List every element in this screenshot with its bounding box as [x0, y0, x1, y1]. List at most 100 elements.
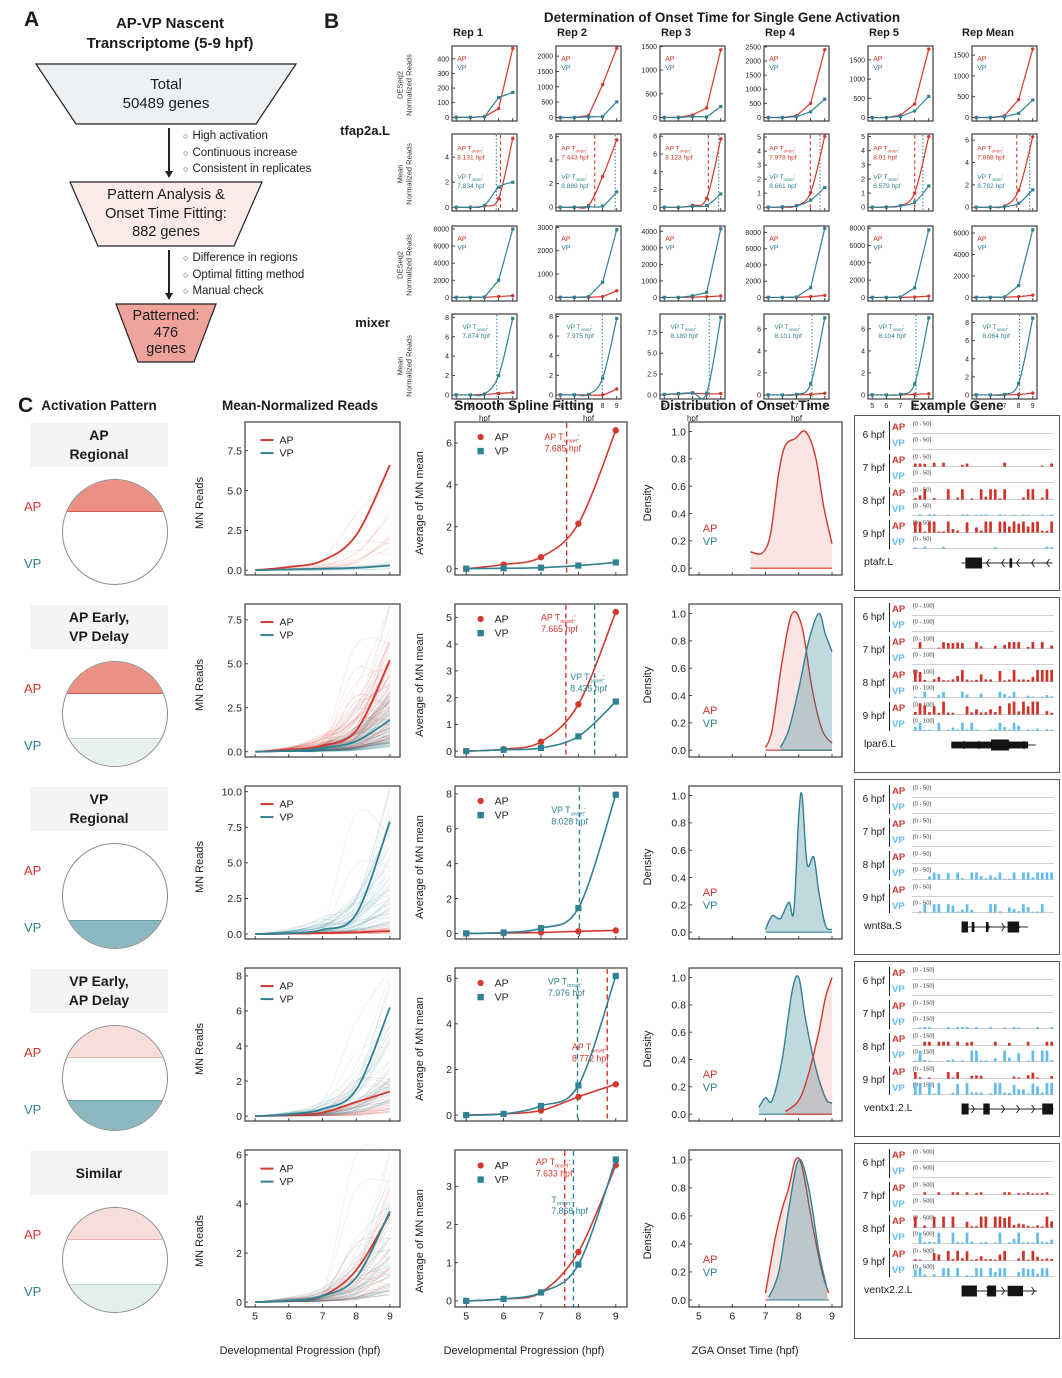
svg-text:6: 6 [572, 403, 576, 410]
svg-text:2: 2 [757, 370, 761, 377]
coverage-track: VP [0 - 50] [892, 833, 1056, 848]
svg-text:8000: 8000 [745, 230, 761, 237]
svg-text:[0 - 50]: [0 - 50] [913, 852, 931, 858]
circle-bottom-cap [63, 1099, 167, 1130]
plot-row: DESeq2 Normalized Reads 0 100 200 300 400 AP VP 0… [392, 41, 1042, 129]
rep-header: Rep 2 [557, 27, 587, 39]
rep-header: Rep 5 [869, 27, 899, 39]
rep-header: Rep 1 [453, 27, 483, 39]
svg-text:0: 0 [549, 392, 553, 399]
svg-text:7: 7 [763, 1311, 769, 1323]
svg-text:7.834 hpf: 7.834 hpf [457, 183, 485, 190]
svg-text:[0 - 500]: [0 - 500] [913, 1232, 935, 1238]
svg-text:3000: 3000 [641, 245, 657, 252]
coverage-track-svg: [0 - 150] [912, 1001, 1054, 1014]
gene-name: tfap2a.L [340, 122, 390, 138]
coverage-track-svg: [0 - 50] [912, 438, 1054, 451]
pattern-label: VP Regional [30, 787, 168, 831]
svg-text:AP Tonset:: AP Tonset: [541, 612, 576, 624]
svg-text:VP: VP [495, 445, 509, 457]
svg-text:1500: 1500 [745, 73, 761, 80]
svg-text:6: 6 [676, 403, 680, 410]
y-axis-label: MN Reads [193, 1215, 206, 1267]
timepoint-label: 8 hpf [862, 1042, 885, 1053]
coverage-track: VP [0 - 100] [892, 618, 1056, 633]
bullet-icon: ○ [183, 147, 189, 158]
filter-step-1: ○ High activation ○ Continuous increase ○ C… [162, 128, 318, 179]
svg-text:8: 8 [575, 1311, 581, 1323]
svg-text:6000: 6000 [953, 230, 969, 237]
svg-text:9: 9 [829, 1311, 835, 1323]
track-label-ap: AP [892, 1183, 906, 1194]
svg-text:2000: 2000 [745, 279, 761, 286]
svg-text:AP Tonset:: AP Tonset: [536, 1157, 571, 1169]
svg-text:7.633 hpf: 7.633 hpf [536, 1168, 573, 1178]
svg-text:[0 - 50]: [0 - 50] [913, 885, 931, 891]
list-item: ○ Continuous increase [183, 145, 311, 162]
svg-text:[0 - 500]: [0 - 500] [913, 1166, 935, 1172]
y-axis-label: Average of MN mean [413, 1189, 426, 1293]
svg-text:AP: AP [703, 523, 718, 535]
bullet-icon: ○ [183, 131, 189, 141]
coverage-track: AP [0 - 50] [892, 817, 1056, 832]
gene-model-row: wnt8a.S [858, 916, 1056, 936]
panel-a-label: A [24, 8, 40, 31]
timepoint-label: 7 hpf [862, 1191, 885, 1202]
timepoint-bracket [888, 636, 890, 665]
svg-text:2500: 2500 [745, 44, 761, 51]
svg-text:0.8: 0.8 [671, 818, 686, 830]
svg-text:3: 3 [446, 666, 452, 678]
pattern-row-4: VP Early, AP Delay AP VP MN Reads 0 2 4 6 8 AP VP A… [10, 961, 1062, 1137]
example-gene-box: 6 hpf AP [0 - 50] VP [0 - 50] 7 hpf AP [0 - 50]… [854, 779, 1060, 955]
coverage-track-svg: [0 - 50] [912, 819, 1054, 832]
svg-text:500: 500 [957, 94, 969, 101]
svg-text:hpf: hpf [583, 414, 595, 423]
svg-text:1.0: 1.0 [671, 608, 686, 620]
mn-reads-cell: MN Reads 0.0 2.5 5.0 7.5 10.0 AP VP [192, 779, 408, 955]
funnel-step-pattern-text: Pattern Analysis & Onset Time Fitting: 8… [105, 186, 227, 241]
column-header-activation-pattern: Activation Pattern [41, 398, 157, 413]
svg-text:8: 8 [445, 315, 449, 322]
svg-text:9: 9 [615, 403, 619, 410]
svg-text:AP: AP [457, 56, 467, 63]
timepoint-bracket [888, 785, 890, 814]
svg-text:1500: 1500 [641, 44, 657, 51]
svg-text:0: 0 [653, 205, 657, 212]
column-header-mean-normalized-reads: Mean-Normalized Reads [221, 398, 379, 413]
timepoint-bracket [888, 1149, 890, 1178]
svg-text:1000: 1000 [537, 84, 553, 91]
list-item: ○ Manual check [183, 283, 304, 300]
mixer-plot: 0 2000 4000 6000 AP VP [953, 225, 1038, 302]
track-label-vp: VP [892, 984, 905, 995]
svg-text:2: 2 [965, 182, 969, 189]
svg-text:VP: VP [280, 993, 294, 1005]
coverage-track: VP [0 - 50] [892, 436, 1056, 451]
track-label-ap: AP [892, 1001, 906, 1012]
svg-text:5: 5 [558, 403, 562, 410]
svg-text:0.6: 0.6 [671, 845, 686, 857]
smooth-spline-cell: Average of MN mean 0 2 4 6 AP Tonset: 7.685 hp… [412, 415, 636, 591]
svg-text:0: 0 [861, 295, 865, 302]
track-label-vp: VP [892, 504, 905, 515]
coverage-track-svg: [0 - 50] [912, 422, 1054, 435]
svg-text:8.101 hpf: 8.101 hpf [774, 333, 802, 340]
timepoint-bracket [888, 1182, 890, 1211]
timepoint-bracket [888, 967, 890, 996]
svg-text:5: 5 [766, 403, 770, 410]
svg-text:VP Tonset:: VP Tonset: [566, 324, 592, 332]
smooth-spline-cell: Average of MN mean 0 1 2 3 5 6 7 8 9 AP Tonset: 7.6… [412, 1143, 636, 1339]
coverage-track-svg: [0 - 500] [912, 1183, 1054, 1196]
svg-text:0: 0 [446, 1296, 452, 1308]
timepoint-block: 8 hpf AP [0 - 500] VP [0 - 500] [858, 1214, 1056, 1245]
example-gene-name: ptafr.L [864, 556, 894, 568]
coverage-track: AP [0 - 150] [892, 1032, 1056, 1047]
timepoint-label: 8 hpf [862, 678, 885, 689]
coverage-track-svg: [0 - 500] [912, 1199, 1054, 1212]
plot-row: DESeq2 Normalized Reads 0 2000 4000 6000 8000 A… [392, 221, 1042, 309]
track-label-vp: VP [892, 438, 905, 449]
panel-b-title: Determination of Onset Time for Single G… [543, 10, 901, 25]
svg-text:0.8: 0.8 [671, 1000, 686, 1012]
filter-criteria-list: ○ Difference in regions ○ Optimal fitting … [176, 250, 304, 300]
